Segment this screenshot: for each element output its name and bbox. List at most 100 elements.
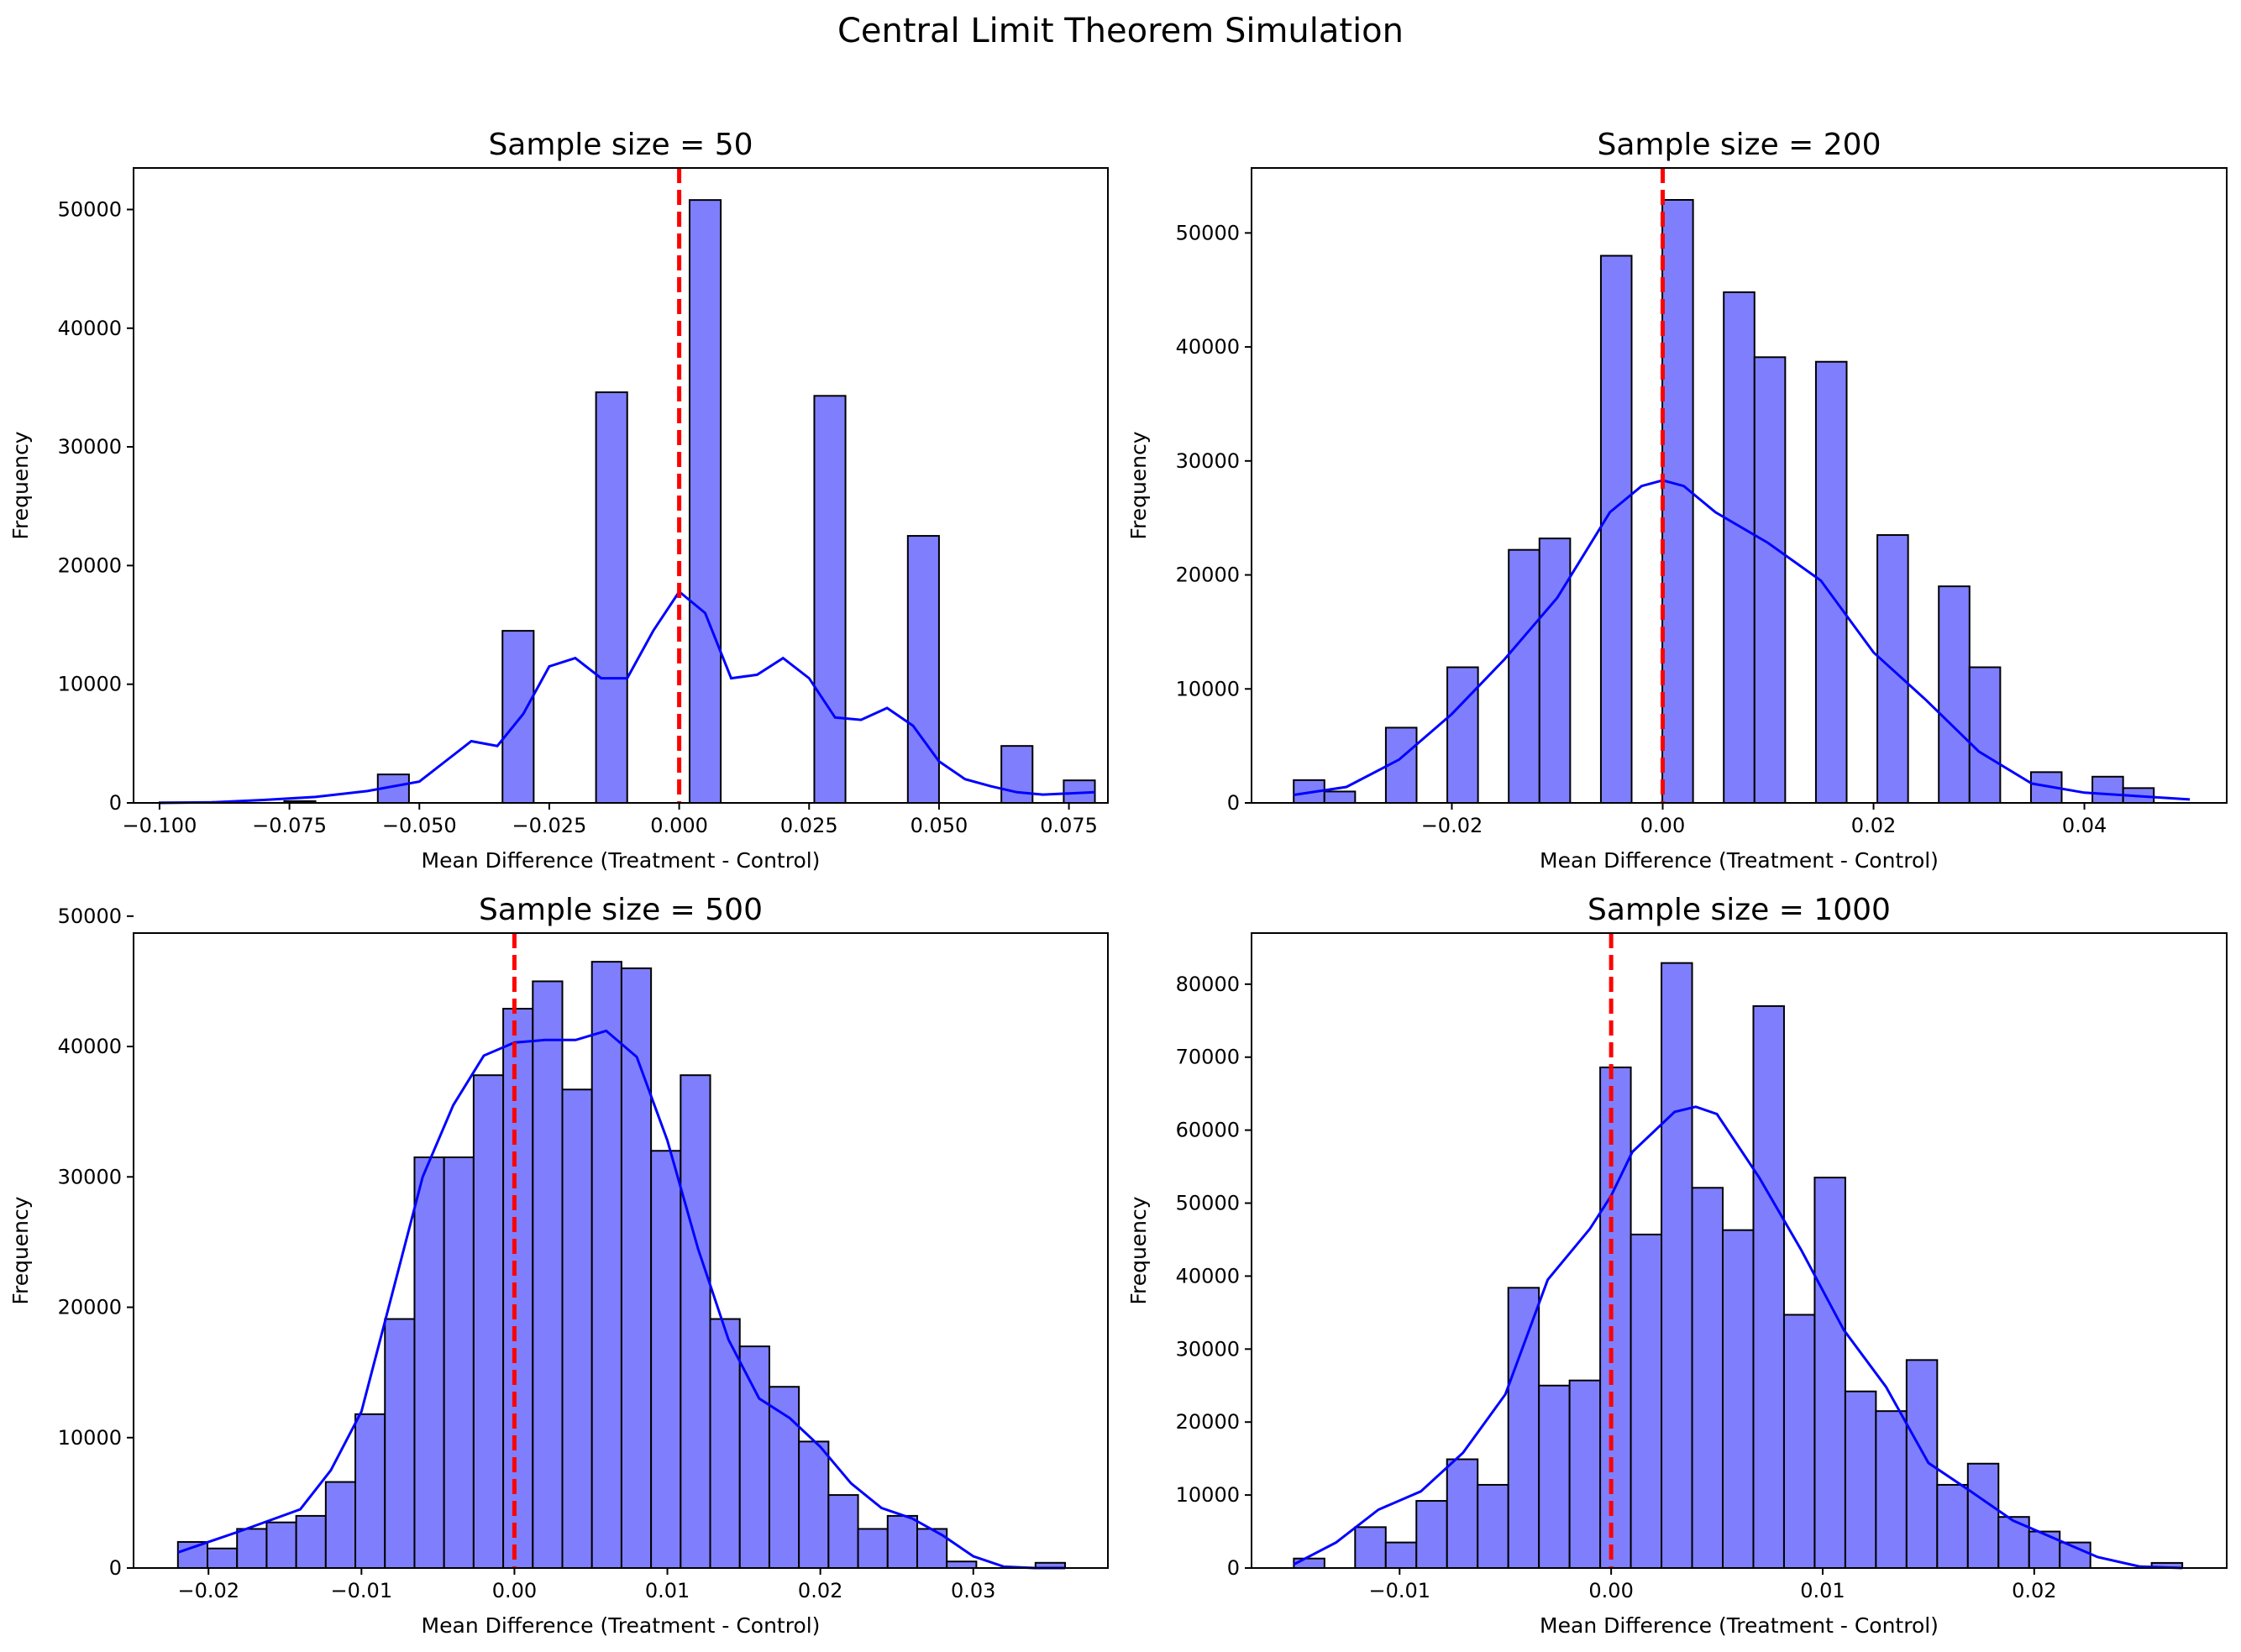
histogram-bar xyxy=(1508,548,1540,804)
histogram-bar xyxy=(265,1521,297,1570)
y-tick-label: 50000 xyxy=(58,905,122,928)
histogram-bar xyxy=(384,1318,416,1570)
y-tick-label: 40000 xyxy=(1176,1264,1240,1288)
histogram-bar xyxy=(886,1514,918,1569)
histogram-bar xyxy=(827,1494,859,1569)
x-tick-label: 0.000 xyxy=(650,814,708,837)
histogram-bar xyxy=(1782,1314,1816,1570)
histogram-bar xyxy=(1446,666,1479,804)
figure-suptitle: Central Limit Theorem Simulation xyxy=(837,12,1404,50)
histogram-bar xyxy=(1630,1233,1663,1570)
histogram-bar xyxy=(1966,1462,2000,1569)
x-tick-label: 0.075 xyxy=(1040,814,1098,837)
histogram-bar xyxy=(709,1318,741,1570)
histogram-bar xyxy=(1661,962,1693,1569)
histogram-bar xyxy=(590,961,622,1569)
y-tick-label: 0 xyxy=(1227,1556,1240,1580)
x-tick-label: −0.02 xyxy=(177,1579,239,1602)
x-axis-label: Mean Difference (Treatment - Control) xyxy=(1540,1613,1939,1638)
y-tick-label: 40000 xyxy=(1176,335,1240,359)
bars xyxy=(1293,962,2184,1570)
histogram-bar xyxy=(1568,1379,1602,1570)
histogram-bar xyxy=(1446,1458,1479,1570)
histogram-bar xyxy=(1752,1004,1785,1570)
histogram-bar xyxy=(813,395,847,804)
x-tick-label: −0.01 xyxy=(331,1579,393,1602)
kde-line xyxy=(1293,479,2191,801)
histogram-bar xyxy=(236,1528,268,1570)
y-tick-label: 20000 xyxy=(58,553,122,577)
subplot-sample-size-200: −0.02 0.00 0.02 0.04 0 10000 20000 30000 40000 50… xyxy=(1126,128,2228,873)
histogram-bar xyxy=(1753,356,1787,804)
y-tick-label: 50000 xyxy=(1176,1192,1240,1215)
subplot-title: Sample size = 500 xyxy=(479,893,763,927)
axes-frame xyxy=(133,167,1109,804)
y-tick-label: 10000 xyxy=(1176,1483,1240,1507)
histogram-bar xyxy=(1968,666,2002,804)
x-tick-label: 0.01 xyxy=(645,1579,690,1602)
histogram-bar xyxy=(472,1074,505,1569)
y-tick-label: 10000 xyxy=(58,1426,122,1450)
y-tick-label: 40000 xyxy=(58,1035,122,1058)
subplot-sample-size-500: −0.02 −0.01 0.00 0.01 0.02 0.03 0 10000 20000 300… xyxy=(8,893,1109,1638)
x-tick-label: 0.025 xyxy=(780,814,838,837)
x-tick-label: −0.075 xyxy=(252,814,327,837)
histogram-bar xyxy=(1813,1177,1846,1569)
y-tick-label: 80000 xyxy=(1176,973,1240,996)
x-axis-label: Mean Difference (Treatment - Control) xyxy=(422,1613,821,1638)
bars xyxy=(176,961,1067,1570)
x-tick-label: 0.04 xyxy=(2062,814,2107,837)
histogram-bar xyxy=(595,391,628,804)
kde-line xyxy=(1293,1105,2183,1570)
histogram-bar xyxy=(1814,360,1848,804)
y-tick-label: 0 xyxy=(109,791,122,815)
histogram-bar xyxy=(501,630,535,804)
histogram-bar xyxy=(798,1440,830,1569)
y-tick-label: 30000 xyxy=(1176,449,1240,473)
x-tick-label: 0.03 xyxy=(951,1579,995,1602)
histogram-bar xyxy=(1354,1526,1387,1569)
bars xyxy=(1293,199,2155,805)
x-axis-label: Mean Difference (Treatment - Control) xyxy=(1540,848,1939,873)
x-tick-label: 0.00 xyxy=(1640,814,1685,837)
histogram-bar xyxy=(176,1540,209,1569)
histogram-bar xyxy=(1936,1483,1969,1570)
y-tick-label: 20000 xyxy=(58,1296,122,1319)
histogram-bar xyxy=(1844,1390,1877,1569)
histogram-bar xyxy=(857,1528,889,1570)
x-tick-label: 0.00 xyxy=(1588,1579,1633,1602)
histogram-bar xyxy=(1599,254,1633,804)
y-tick-label: 50000 xyxy=(58,197,122,221)
x-tick-label: −0.100 xyxy=(123,814,197,837)
bars xyxy=(158,199,1096,805)
y-tick-label: 60000 xyxy=(1176,1119,1240,1142)
histogram-bar xyxy=(1691,1187,1724,1569)
axes-frame xyxy=(133,932,1109,1569)
x-tick-label: 0.02 xyxy=(1851,814,1896,837)
y-tick-label: 20000 xyxy=(1176,1410,1240,1434)
x-tick-label: 0.02 xyxy=(2012,1579,2056,1602)
histogram-bar xyxy=(207,1547,239,1570)
histogram-bar xyxy=(413,1156,445,1569)
histogram-bar xyxy=(354,1413,386,1570)
y-tick-label: 30000 xyxy=(58,435,122,459)
y-axis-label: Frequency xyxy=(8,1196,33,1304)
axes-frame xyxy=(1251,932,2228,1569)
histogram-bar xyxy=(738,1345,770,1569)
histogram-bar xyxy=(1722,1229,1755,1569)
axes-frame xyxy=(1251,167,2228,804)
x-tick-label: −0.050 xyxy=(382,814,457,837)
histogram-bar xyxy=(502,1008,534,1569)
histogram-bar xyxy=(1384,1541,1418,1569)
histogram-bar xyxy=(2028,1530,2061,1570)
subplot-sample-size-1000: −0.01 0.00 0.01 0.02 0 10000 20000 30000 40000 50… xyxy=(1126,893,2228,1638)
y-tick-label: 40000 xyxy=(58,317,122,340)
histogram-bar xyxy=(680,1074,711,1569)
histogram-bar xyxy=(561,1088,593,1569)
histogram-bar xyxy=(650,1150,682,1570)
histogram-bar xyxy=(1723,291,1756,804)
histogram-bar xyxy=(946,1560,978,1569)
histogram-bar xyxy=(1477,1483,1509,1570)
subplot-title: Sample size = 1000 xyxy=(1588,893,1891,927)
x-tick-label: 0.00 xyxy=(492,1579,537,1602)
